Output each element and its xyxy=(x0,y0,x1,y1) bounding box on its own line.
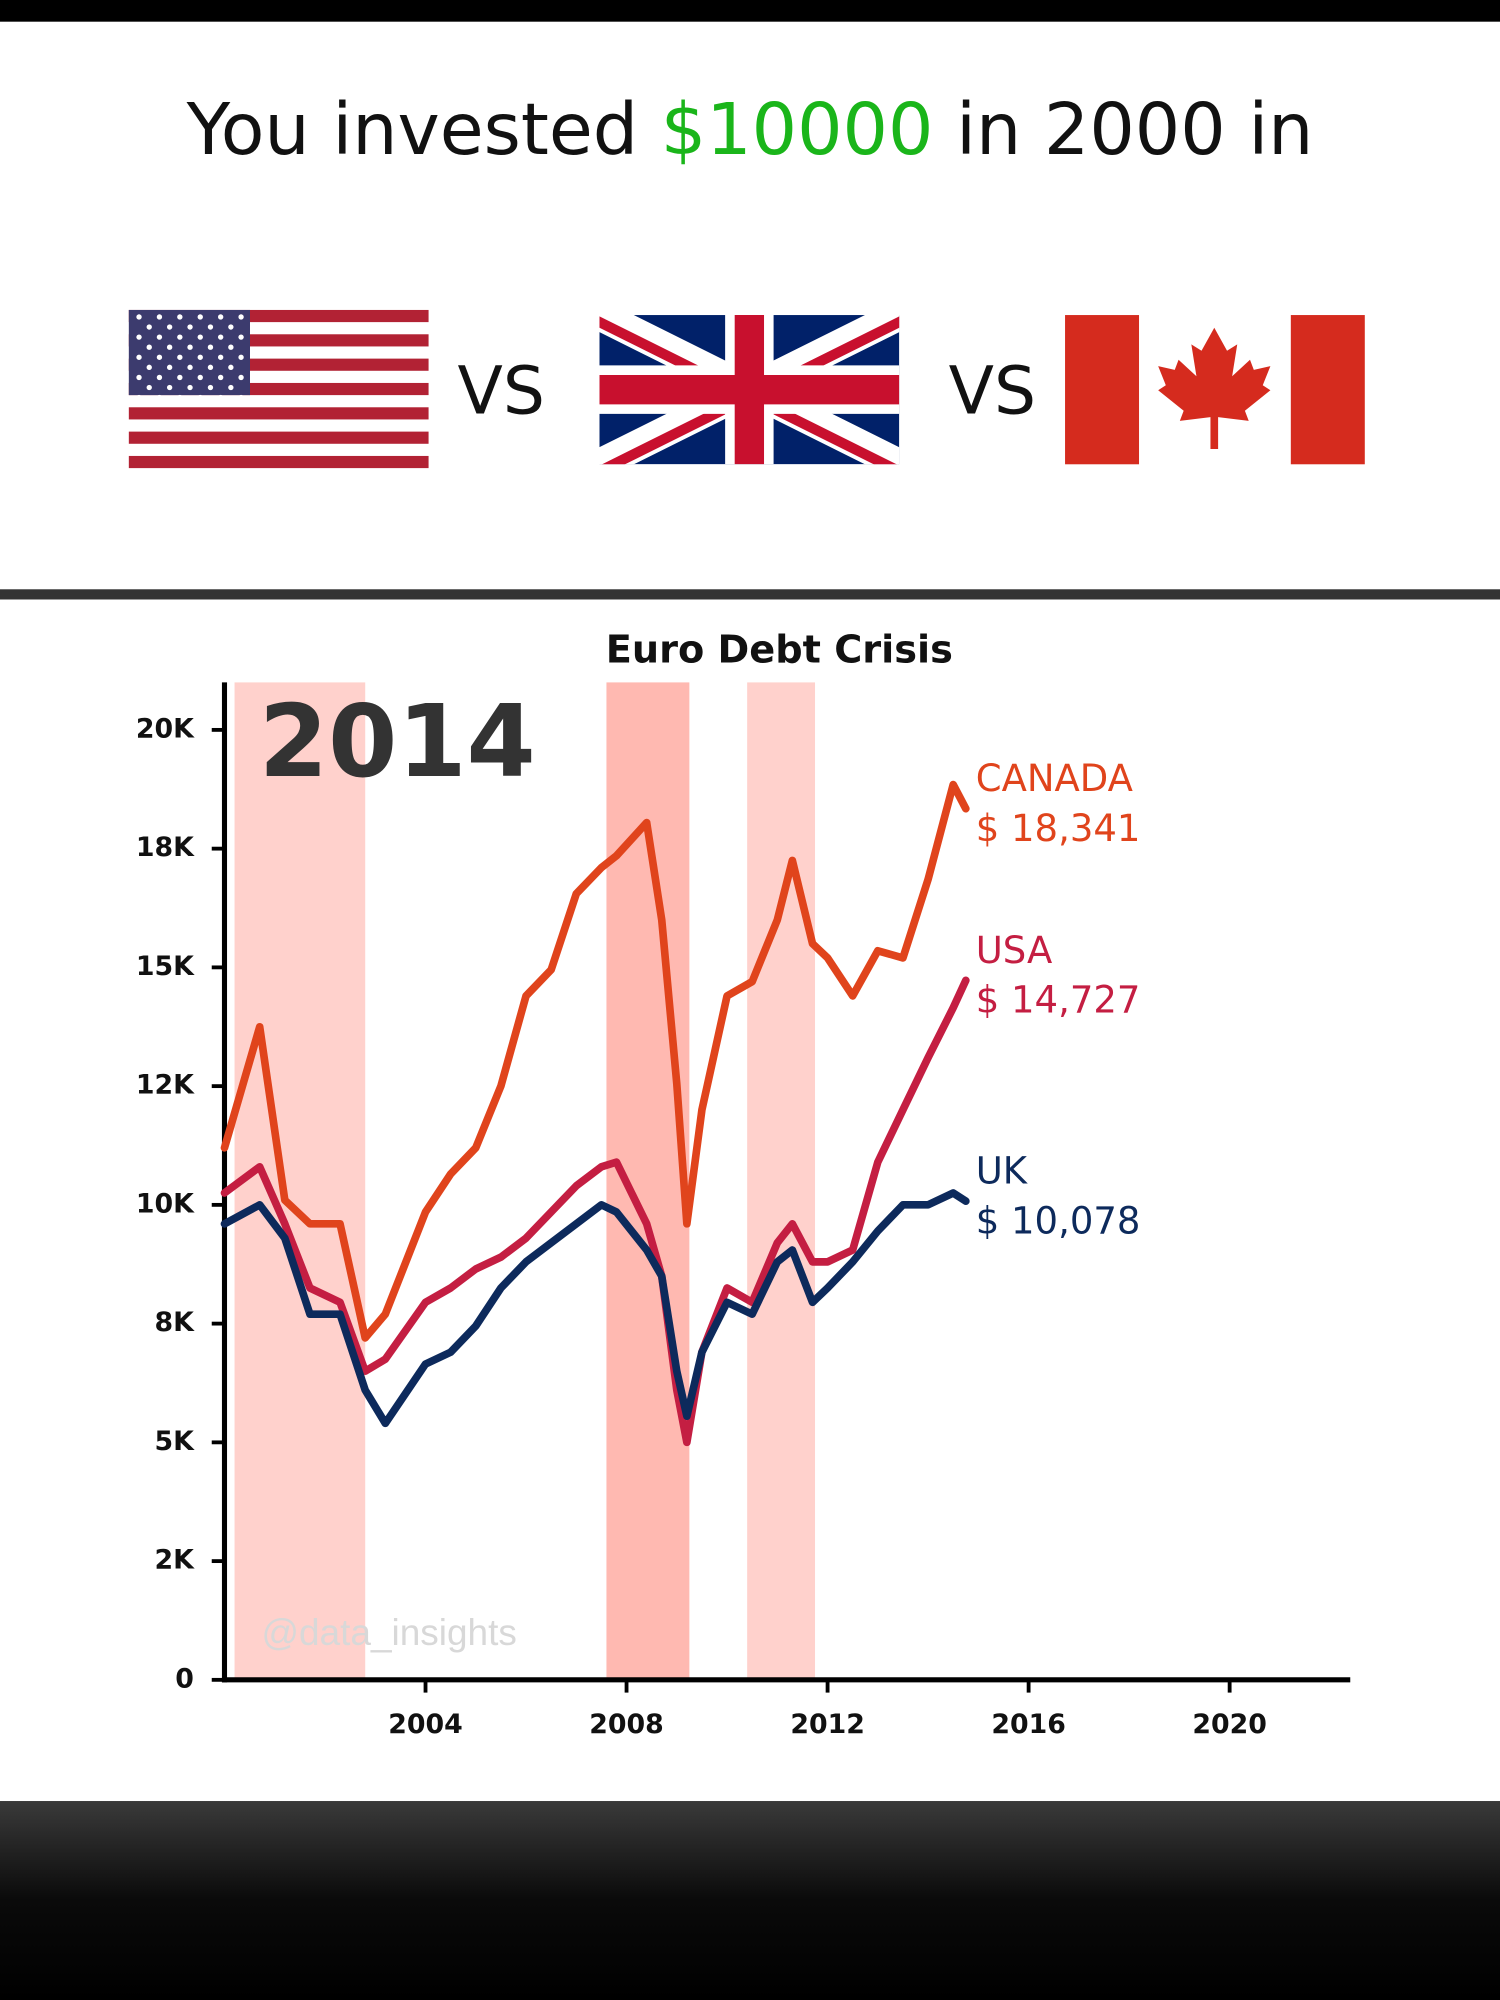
star xyxy=(146,384,152,391)
star xyxy=(197,374,203,381)
star xyxy=(166,324,173,330)
stripe xyxy=(128,455,429,469)
series-name: CANADA xyxy=(976,757,1133,800)
series-name: UK xyxy=(976,1150,1029,1193)
stripe xyxy=(128,407,429,420)
star xyxy=(197,314,203,320)
y-tick-label: 0 xyxy=(175,1663,194,1694)
star xyxy=(187,384,193,391)
star xyxy=(217,354,224,360)
star xyxy=(197,394,203,401)
star xyxy=(197,354,203,360)
star xyxy=(166,384,173,391)
usa-flag xyxy=(128,309,429,469)
headline-text: in 2000 in xyxy=(956,87,1313,170)
end-value-label: $ 10,078 xyxy=(976,1199,1141,1242)
y-tick-label: 20K xyxy=(136,713,195,744)
canton xyxy=(128,309,250,396)
bottom-bar xyxy=(0,1801,1500,2000)
uk-flag xyxy=(599,315,900,465)
y-tick-label: 8K xyxy=(155,1307,196,1338)
star xyxy=(136,314,142,320)
star xyxy=(207,324,214,330)
star xyxy=(187,324,193,330)
star xyxy=(136,354,142,360)
star xyxy=(156,314,163,320)
star xyxy=(217,334,224,340)
year-label: 2014 xyxy=(259,685,536,800)
y-tick-label: 2K xyxy=(155,1545,196,1576)
star xyxy=(156,394,163,401)
star xyxy=(228,384,234,391)
y-tick-label: 15K xyxy=(136,951,195,982)
star xyxy=(136,374,142,381)
star xyxy=(207,344,214,350)
y-tick-label: 10K xyxy=(136,1188,195,1219)
series-line xyxy=(220,976,970,1447)
headline: You invested $10000 in 2000 in xyxy=(186,87,1314,170)
star xyxy=(238,374,244,381)
star xyxy=(187,344,193,350)
star xyxy=(156,374,163,381)
x-tick-label: 2004 xyxy=(388,1709,462,1740)
star xyxy=(156,354,163,360)
x-tick-label: 2020 xyxy=(1192,1709,1267,1740)
star xyxy=(228,324,234,330)
star xyxy=(146,324,152,330)
end-value-label: $ 14,727 xyxy=(976,979,1141,1022)
stripe xyxy=(128,431,429,444)
star xyxy=(217,374,224,381)
chart: Euro Debt Crisis 2014 @data_insights 0 2K 5K… xyxy=(136,627,1351,1740)
headline-text: You invested xyxy=(186,87,639,170)
star xyxy=(187,364,193,371)
star xyxy=(217,314,224,320)
separator xyxy=(0,589,1500,600)
star xyxy=(166,344,173,350)
y-tick-label: 5K xyxy=(155,1426,196,1457)
star xyxy=(238,394,244,401)
x-tick-label: 2012 xyxy=(790,1709,865,1740)
y-tick-label: 12K xyxy=(136,1070,195,1101)
canada-flag xyxy=(1065,315,1365,465)
shaded-region xyxy=(234,682,366,1680)
vs-label: VS xyxy=(949,351,1036,429)
x-tick-label: 2008 xyxy=(589,1709,664,1740)
star xyxy=(146,344,152,350)
star xyxy=(136,394,142,401)
star xyxy=(177,314,183,320)
star xyxy=(197,334,203,340)
series-line xyxy=(220,1189,970,1428)
star xyxy=(207,384,214,391)
star xyxy=(177,334,183,340)
star xyxy=(228,344,234,350)
star xyxy=(238,334,244,340)
star xyxy=(146,364,152,371)
headline-amount: $10000 xyxy=(661,87,934,170)
end-value-label: $ 18,341 xyxy=(976,807,1141,850)
x-tick-label: 2016 xyxy=(991,1709,1066,1740)
star xyxy=(238,354,244,360)
star xyxy=(207,364,214,371)
star xyxy=(217,394,224,401)
star xyxy=(156,334,163,340)
series-line xyxy=(220,780,970,1342)
star xyxy=(166,364,173,371)
watermark: @data_insights xyxy=(261,1612,516,1653)
chart-title: Euro Debt Crisis xyxy=(606,627,953,672)
star xyxy=(238,314,244,320)
star xyxy=(228,364,234,371)
star xyxy=(177,394,183,401)
series-name: USA xyxy=(976,929,1053,972)
top-bar xyxy=(0,0,1500,22)
star xyxy=(136,334,142,340)
star xyxy=(177,354,183,360)
y-tick-label: 18K xyxy=(136,832,195,863)
vs-label: VS xyxy=(458,351,545,429)
star xyxy=(177,374,183,381)
shaded-region xyxy=(747,682,816,1680)
